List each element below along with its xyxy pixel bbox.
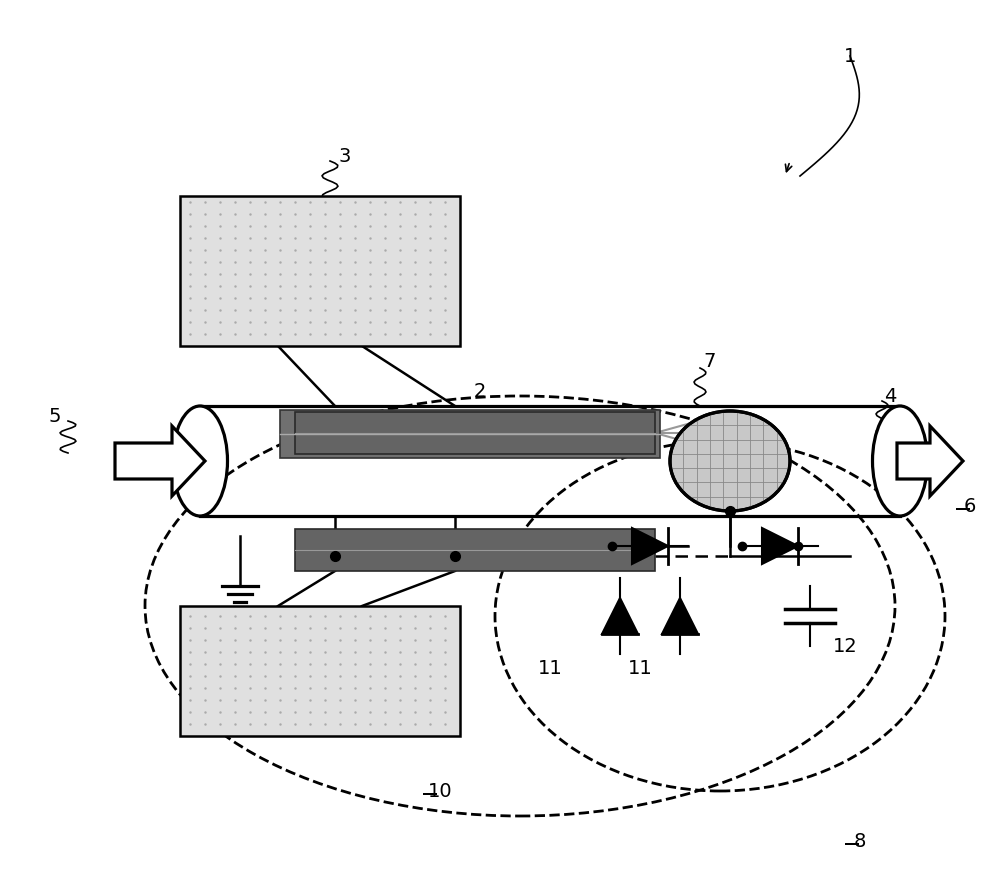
Text: 2: 2 [474,382,486,401]
Text: 3: 3 [339,147,351,166]
Text: 1: 1 [844,47,856,65]
Text: 10: 10 [428,781,452,800]
Polygon shape [115,426,205,496]
Polygon shape [632,528,668,564]
Text: 11: 11 [628,659,652,677]
Text: 12: 12 [833,636,857,656]
FancyBboxPatch shape [295,529,655,571]
FancyBboxPatch shape [295,412,655,454]
Polygon shape [662,598,698,634]
Ellipse shape [173,406,228,516]
Text: 5: 5 [49,407,61,426]
Polygon shape [762,528,798,564]
FancyBboxPatch shape [280,410,660,458]
Text: 7: 7 [704,351,716,371]
Text: 9: 9 [494,545,506,564]
Text: 11: 11 [538,659,562,677]
Text: 4: 4 [884,386,896,406]
Ellipse shape [670,411,790,511]
FancyBboxPatch shape [180,606,460,736]
FancyBboxPatch shape [180,196,460,346]
Text: 6: 6 [964,496,976,515]
Ellipse shape [872,406,928,516]
Text: 8: 8 [854,831,866,850]
Polygon shape [602,598,638,634]
Polygon shape [897,426,963,496]
